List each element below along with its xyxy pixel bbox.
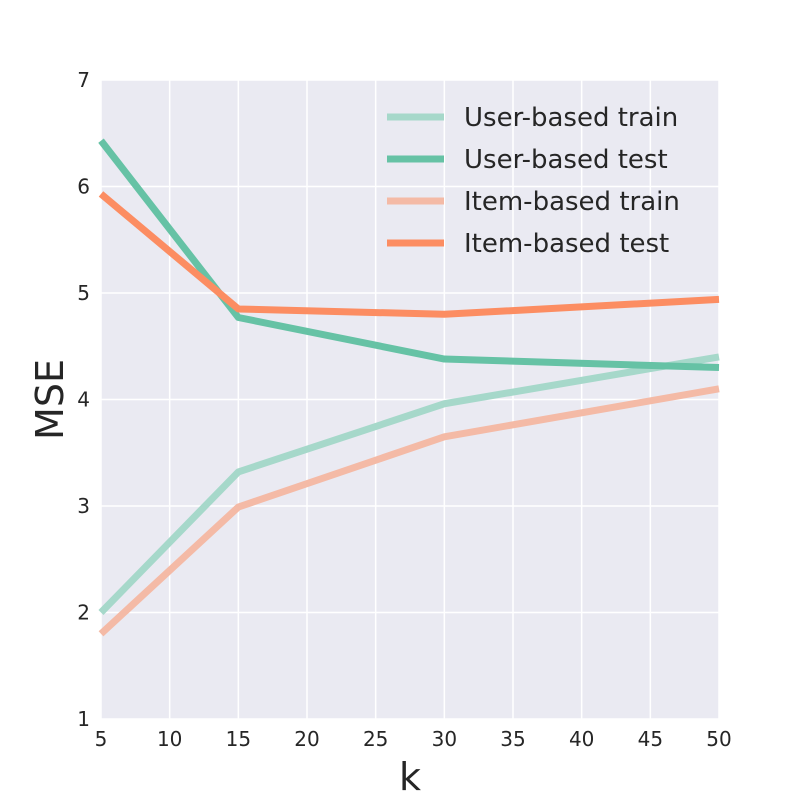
y-tick-label: 7 (77, 68, 90, 92)
grid (100, 79, 720, 720)
series-lines (98, 138, 720, 637)
y-tick-label: 3 (77, 494, 90, 518)
x-tick-label: 25 (363, 727, 388, 751)
legend: User-based train User-based test Item-base… (387, 103, 680, 259)
y-axis-label: MSE (28, 359, 72, 440)
y-tick-label: 5 (77, 281, 90, 305)
x-tick-label: 35 (500, 727, 525, 751)
x-tick-label: 5 (95, 727, 108, 751)
x-tick-label: 15 (226, 727, 251, 751)
legend-label-user-based-train: User-based train (464, 103, 678, 133)
legend-label-item-based-test: Item-based test (464, 229, 669, 259)
x-tick-label: 40 (569, 727, 594, 751)
series-line-user-based-train (98, 353, 720, 615)
x-tick-label: 10 (157, 727, 182, 751)
y-tick-label: 2 (77, 601, 90, 625)
y-tick-labels: 1 2 3 4 5 6 7 (77, 68, 90, 731)
x-axis-label: k (399, 755, 421, 799)
x-tick-labels: 5 10 15 20 25 30 35 40 45 50 (95, 727, 732, 751)
x-tick-label: 50 (706, 727, 731, 751)
series-line-item-based-train (98, 385, 720, 637)
y-tick-label: 4 (77, 388, 90, 412)
x-tick-label: 45 (638, 727, 663, 751)
x-tick-label: 30 (432, 727, 457, 751)
y-tick-label: 6 (77, 175, 90, 199)
series-line-user-based-test (98, 138, 720, 372)
legend-label-user-based-test: User-based test (464, 145, 668, 175)
y-tick-label: 1 (77, 707, 90, 731)
series-line-item-based-test (98, 191, 720, 318)
x-tick-label: 20 (294, 727, 319, 751)
legend-label-item-based-train: Item-based train (464, 187, 680, 217)
